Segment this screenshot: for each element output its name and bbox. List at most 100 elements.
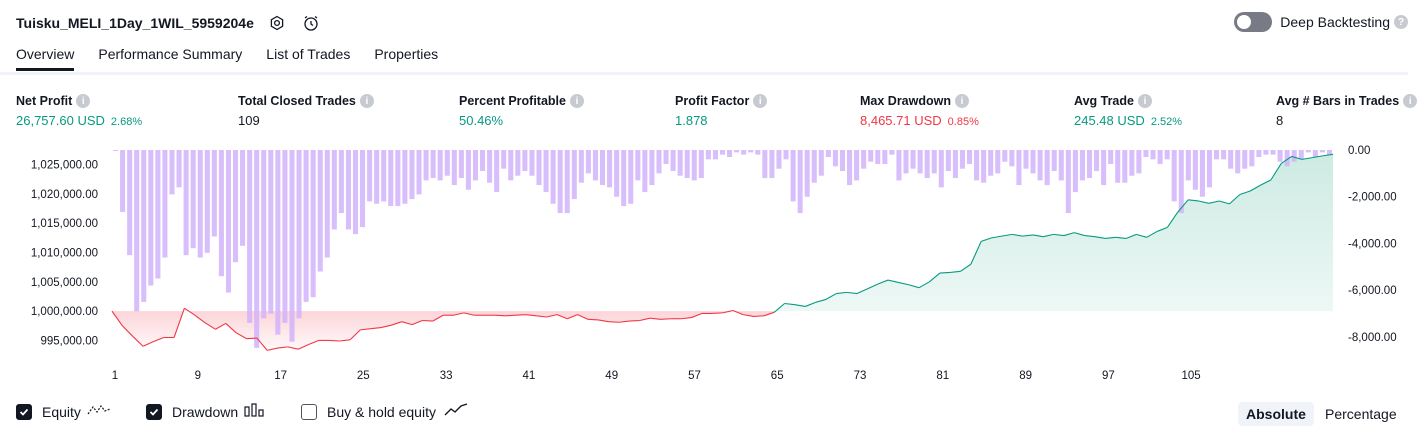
x-axis-tick-label: 89	[1019, 370, 1032, 382]
drawdown-bar	[437, 150, 443, 181]
equity-line-segment	[1001, 233, 1013, 237]
equity-loss-area	[112, 311, 1333, 351]
drawdown-bar	[1312, 150, 1318, 158]
drawdown-bar	[317, 150, 323, 272]
tab-overview[interactable]: Overview	[16, 46, 75, 71]
info-icon[interactable]: i	[569, 94, 584, 108]
drawdown-label: Drawdown	[172, 403, 239, 420]
drawdown-bar	[917, 150, 923, 174]
drawdown-bar	[656, 150, 662, 174]
equity-line-segment	[825, 293, 837, 300]
drawdown-bar	[536, 150, 542, 186]
drawdown-bar	[543, 150, 549, 193]
equity-line-segment	[422, 319, 433, 322]
drawdown-bar	[818, 150, 824, 176]
metric-net-profit: Net Profit i 26,757.60 USD 2.68%	[16, 94, 142, 128]
equity-line-segment	[618, 320, 630, 323]
buy-hold-checkbox[interactable]	[301, 403, 317, 420]
equity-line-segment	[1063, 232, 1075, 237]
equity-drawdown-chart[interactable]: 1,025,000.00 1,020,000.00 1,015,000.00 1,01…	[0, 140, 1424, 392]
info-icon[interactable]: i	[359, 94, 374, 108]
right-axis-tick-label: -6,000.00	[1348, 285, 1397, 297]
info-icon[interactable]: i	[1403, 94, 1418, 108]
drawdown-bar	[204, 150, 210, 253]
strategy-title: Tuisku_MELI_1Day_1WIL_5959204e	[16, 15, 254, 31]
drawdown-bar	[663, 150, 669, 165]
metric-label: Percent Profitable	[459, 94, 566, 108]
equity-line-segment	[556, 314, 568, 320]
equity-line-segment	[846, 291, 858, 295]
drawdown-checkbox[interactable]	[146, 403, 162, 420]
equity-line-segment	[1136, 233, 1147, 238]
absolute-mode-button[interactable]: Absolute	[1238, 402, 1314, 426]
equity-line-segment	[246, 337, 257, 340]
drawdown-bar	[1171, 150, 1177, 202]
help-icon[interactable]: ?	[1394, 15, 1408, 29]
equity-line-segment	[1177, 199, 1189, 213]
drawdown-bar	[515, 150, 521, 176]
info-icon[interactable]: i	[753, 94, 768, 108]
equity-checkbox[interactable]	[16, 403, 32, 420]
equity-line-segment	[1156, 226, 1168, 232]
drawdown-bar	[981, 150, 987, 183]
drawdown-bar	[1136, 150, 1142, 174]
deep-backtesting-label: Deep Backtesting	[1280, 14, 1390, 30]
drawdown-bar	[1051, 150, 1057, 172]
x-axis-tick-label: 65	[771, 370, 784, 382]
drawdown-bar	[875, 150, 881, 165]
tab-properties[interactable]: Properties	[374, 46, 439, 62]
metric-avg-bars-in-trades: Avg # Bars in Trades i 8	[1276, 94, 1418, 128]
equity-line-segment	[1312, 155, 1323, 159]
metric-avg-trade: Avg Trade i 245.48 USD 2.52%	[1074, 94, 1182, 128]
add-alert-clock-icon[interactable]	[300, 12, 322, 34]
equity-line-segment	[1053, 233, 1065, 237]
drawdown-bar	[197, 150, 203, 258]
drawdown-bar	[1101, 150, 1107, 186]
legend-drawdown[interactable]: Drawdown	[146, 402, 266, 421]
percentage-mode-button[interactable]: Percentage	[1325, 406, 1397, 422]
settings-gear-icon[interactable]	[266, 12, 288, 34]
equity-line-segment	[546, 314, 558, 318]
metric-label: Avg Trade	[1074, 94, 1134, 108]
drawdown-bar	[155, 150, 161, 279]
drawdown-bar	[458, 150, 464, 179]
drawdown-bar	[734, 150, 740, 153]
info-icon[interactable]: i	[955, 94, 969, 108]
drawdown-bar	[868, 150, 874, 162]
drawdown-bar	[988, 150, 994, 176]
drawdown-bar	[409, 150, 415, 200]
deep-backtesting-toggle[interactable]	[1234, 12, 1273, 32]
equity-line-segment	[536, 315, 547, 318]
drawdown-bar	[882, 150, 888, 165]
info-icon[interactable]: i	[1137, 94, 1152, 108]
drawdown-bar	[1058, 150, 1064, 181]
drawdown-bar	[727, 150, 733, 158]
equity-line-segment	[401, 321, 413, 326]
drawdown-bar	[635, 150, 641, 181]
drawdown-bar	[719, 150, 726, 155]
drawdown-bar	[324, 150, 330, 258]
equity-line-segment	[173, 308, 185, 338]
tab-performance-summary[interactable]: Performance Summary	[98, 46, 243, 62]
drawdown-bar	[1016, 150, 1022, 186]
drawdown-bar	[1228, 150, 1234, 169]
drawdown-bar	[578, 150, 584, 183]
legend-buy-hold[interactable]: Buy & hold equity	[301, 402, 468, 421]
equity-line-segment	[1229, 194, 1241, 205]
drawdown-bar	[896, 150, 902, 181]
info-icon[interactable]: i	[76, 94, 91, 108]
legend-equity[interactable]: Equity	[16, 402, 111, 421]
equity-line-segment	[639, 317, 651, 322]
equity-line-segment	[805, 301, 816, 307]
metric-label: Profit Factor	[675, 94, 750, 108]
drawdown-bar	[995, 150, 1001, 174]
drawdown-bar	[127, 150, 133, 256]
drawdown-bar	[832, 150, 838, 167]
equity-line-segment	[349, 329, 361, 341]
drawdown-bar	[945, 150, 951, 172]
tab-list-of-trades[interactable]: List of Trades	[266, 46, 351, 62]
drawdown-bar	[451, 150, 457, 186]
drawdown-bar	[522, 150, 528, 172]
drawdown-bar	[861, 150, 867, 169]
equity-line-segment	[1012, 233, 1023, 237]
